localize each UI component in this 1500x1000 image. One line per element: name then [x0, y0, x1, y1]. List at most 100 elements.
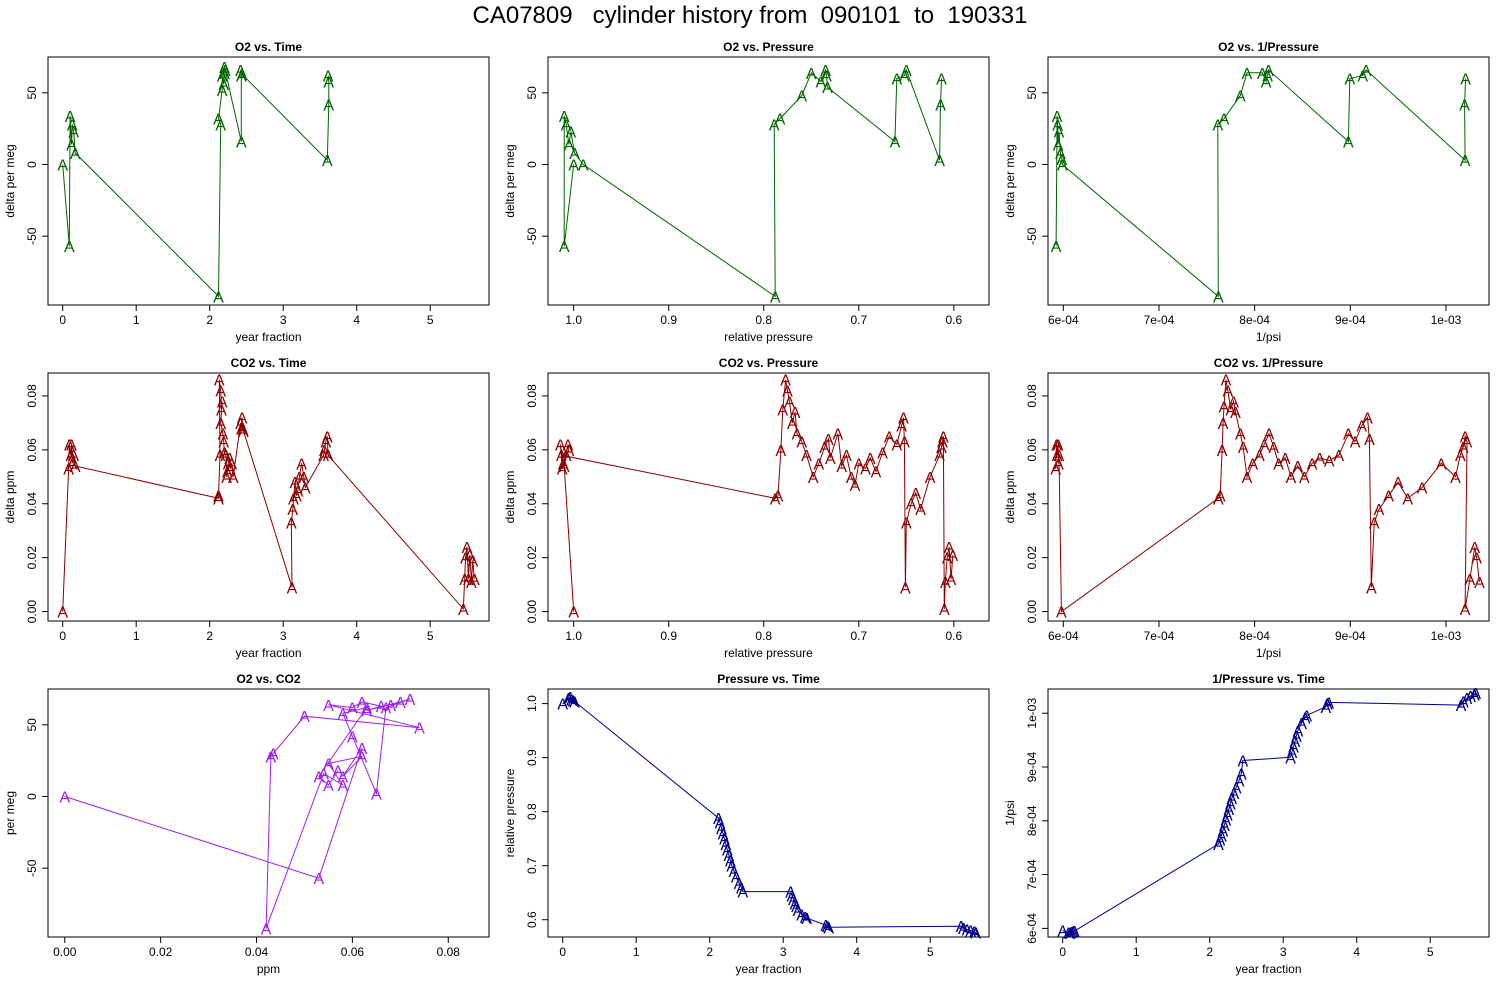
data-point-marker: A: [1247, 456, 1258, 473]
y-tick-label: 1.0: [525, 695, 539, 712]
data-point-marker: A: [323, 757, 334, 774]
data-point-marker: A: [1231, 780, 1242, 797]
plot-frame: [547, 372, 990, 622]
data-point-marker: A: [323, 74, 334, 91]
data-point-marker: A: [1469, 687, 1480, 704]
data-point-marker: A: [1287, 745, 1298, 762]
data-point-marker: A: [737, 885, 748, 902]
data-point-marker: A: [291, 489, 302, 506]
data-point-marker: A: [561, 117, 572, 134]
x-tick-label: 5: [427, 629, 434, 643]
data-point-marker: A: [337, 706, 348, 723]
chart-panel-2: O2 vs. Pressure relative pressure delta pe…: [503, 40, 990, 344]
data-point-marker: A: [820, 63, 831, 80]
data-point-marker: A: [1362, 410, 1373, 427]
chart-panel-5: CO2 vs. Pressure relative pressure delta p…: [503, 356, 990, 660]
data-point-marker: A: [769, 117, 780, 134]
data-point-marker: A: [1226, 791, 1237, 808]
data-point-marker: A: [287, 580, 298, 597]
x-axis-label: year fraction: [735, 962, 801, 976]
data-point-marker: A: [1225, 402, 1236, 419]
data-point-marker: A: [1343, 135, 1354, 152]
data-point-marker: A: [1470, 686, 1481, 703]
data-point-marker: A: [221, 470, 232, 487]
data-point-marker: A: [66, 137, 77, 154]
y-tick-label: 0.06: [525, 438, 539, 462]
x-axis-label: 1/psi: [1256, 330, 1281, 344]
data-point-marker: A: [934, 153, 945, 170]
data-point-marker: A: [333, 764, 344, 781]
data-point-marker: A: [792, 427, 803, 444]
data-point-marker: A: [1051, 239, 1062, 256]
data-point-marker: A: [1357, 69, 1368, 86]
data-point-marker: A: [214, 373, 225, 390]
y-tick-label: 50: [25, 86, 39, 100]
y-tick-label: 0.00: [25, 600, 39, 624]
y-axis-label: delta per meg: [503, 144, 517, 217]
data-point-marker: A: [1288, 740, 1299, 757]
data-point-marker: A: [563, 437, 574, 454]
data-point-marker: A: [1458, 694, 1469, 711]
panel-title: O2 vs. 1/Pressure: [1218, 40, 1319, 54]
data-point-marker: A: [213, 112, 224, 129]
x-tick-label: 0: [59, 313, 66, 327]
data-point-marker: A: [946, 572, 957, 589]
data-point-marker: A: [1236, 766, 1247, 783]
data-point-marker: A: [215, 448, 226, 465]
data-point-marker: A: [1257, 66, 1268, 83]
data-point-marker: A: [787, 888, 798, 905]
data-point-marker: A: [1462, 435, 1473, 452]
y-tick-label: 0.02: [1025, 546, 1039, 570]
data-point-marker: A: [460, 551, 471, 568]
data-point-marker: A: [376, 699, 387, 716]
x-tick-label: 3: [280, 313, 287, 327]
x-axis-label: relative pressure: [724, 646, 813, 660]
data-point-marker: A: [219, 66, 230, 83]
x-tick-label: 8e-04: [1239, 629, 1270, 643]
data-point-marker: A: [787, 416, 798, 433]
data-point-marker: A: [871, 464, 882, 481]
y-axis-label: delta per meg: [1003, 144, 1017, 217]
y-tick-label: 0: [25, 161, 39, 168]
x-tick-label: 0.6: [945, 313, 962, 327]
data-point-marker: A: [722, 842, 733, 859]
y-axis-label: delta ppm: [3, 471, 17, 524]
data-point-marker: A: [846, 470, 857, 487]
data-point-marker: A: [1300, 711, 1311, 728]
data-point-marker: A: [782, 384, 793, 401]
x-tick-label: 2: [206, 313, 213, 327]
data-point-marker: A: [1222, 807, 1233, 824]
data-point-marker: A: [801, 911, 812, 928]
x-tick-label: 8e-04: [1239, 313, 1270, 327]
data-point-marker: A: [1230, 405, 1241, 422]
series-line: [1055, 379, 1480, 613]
data-point-marker: A: [236, 69, 247, 86]
data-point-marker: A: [313, 871, 324, 888]
data-point-marker: A: [218, 77, 229, 94]
plot-frame: [47, 56, 490, 306]
data-point-marker: A: [734, 876, 745, 893]
data-point-marker: A: [1235, 427, 1246, 444]
x-tick-label: 1.0: [565, 313, 582, 327]
data-point-marker: A: [70, 459, 81, 476]
data-point-marker: A: [463, 572, 474, 589]
data-point-marker: A: [361, 701, 372, 718]
y-tick-label: -50: [25, 859, 39, 877]
panel-title: CO2 vs. Time: [231, 356, 307, 370]
data-point-marker: A: [1066, 925, 1077, 942]
data-point-marker: A: [347, 701, 358, 718]
y-tick-label: -50: [1025, 227, 1039, 245]
data-point-marker: A: [65, 448, 76, 465]
data-point-marker: A: [1323, 695, 1334, 712]
data-point-marker: A: [559, 459, 570, 476]
data-point-marker: A: [785, 885, 796, 902]
data-point-marker: A: [235, 416, 246, 433]
data-point-marker: A: [371, 787, 382, 804]
data-point-marker: A: [236, 135, 247, 152]
data-point-marker: A: [944, 540, 955, 557]
x-tick-label: 4: [353, 629, 360, 643]
data-point-marker: A: [1050, 462, 1061, 479]
data-point-marker: A: [1217, 443, 1228, 460]
data-point-marker: A: [300, 481, 311, 498]
data-point-marker: A: [65, 109, 76, 126]
